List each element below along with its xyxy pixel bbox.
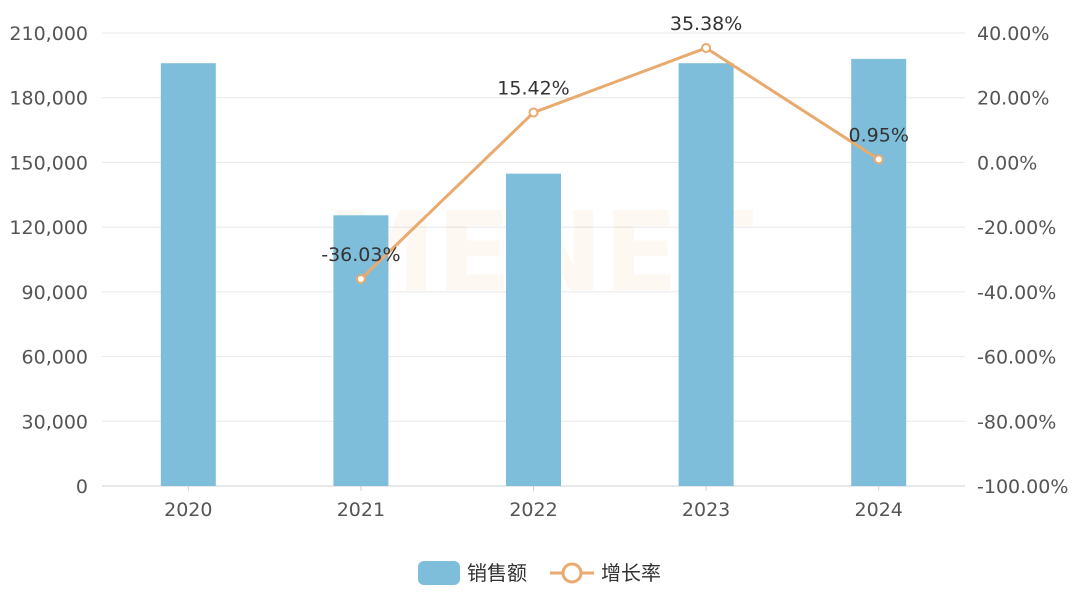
right-axis: -100.00% -80.00% -60.00% -40.00% -20.00% 0.00… — [977, 23, 1068, 498]
y-right-tick-label: 20.00% — [977, 88, 1049, 110]
y-left-tick-label: 120,000 — [9, 217, 88, 239]
y-left-tick-label: 150,000 — [9, 152, 88, 174]
x-axis: 2020 2021 2022 2023 2024 — [164, 486, 903, 521]
y-right-tick-label: 40.00% — [977, 23, 1049, 45]
data-label: 15.42% — [497, 78, 569, 100]
legend-bar-swatch — [418, 561, 460, 585]
y-right-tick-label: 0.00% — [977, 152, 1037, 174]
legend: 销售额 增长率 — [418, 561, 661, 585]
x-tick-label: 2021 — [337, 499, 385, 521]
bar — [506, 173, 561, 486]
y-right-tick-label: -100.00% — [977, 476, 1068, 498]
line-point — [355, 274, 366, 285]
line-point — [701, 42, 712, 53]
data-labels: -36.03% 15.42% 35.38% 0.95% — [321, 13, 909, 266]
line-point — [873, 154, 884, 165]
legend-label-sales: 销售额 — [467, 561, 527, 585]
x-tick-label: 2020 — [164, 499, 212, 521]
legend-label-growth: 增长率 — [601, 561, 661, 585]
y-left-tick-label: 60,000 — [22, 347, 88, 369]
y-left-tick-label: 210,000 — [9, 23, 88, 45]
y-right-tick-label: -60.00% — [977, 347, 1056, 369]
line-series — [355, 42, 884, 285]
y-left-tick-label: 90,000 — [22, 282, 88, 304]
y-left-tick-label: 180,000 — [9, 88, 88, 110]
bar — [160, 63, 216, 486]
legend-circle-marker — [561, 562, 583, 584]
x-tick-label: 2024 — [855, 499, 903, 521]
data-label: -36.03% — [321, 244, 400, 266]
x-tick-label: 2022 — [509, 499, 557, 521]
bar — [851, 58, 907, 487]
left-axis: 0 30,000 60,000 90,000 120,000 150,000 180,000… — [9, 23, 88, 498]
bar — [678, 63, 734, 486]
legend-item-sales[interactable]: 销售额 — [418, 561, 527, 585]
line-point — [528, 107, 539, 118]
y-left-tick-label: 30,000 — [22, 411, 88, 433]
growth-line — [359, 46, 880, 281]
y-left-tick-label: 0 — [76, 476, 88, 498]
y-right-tick-label: -40.00% — [977, 282, 1056, 304]
x-tick-label: 2023 — [682, 499, 730, 521]
y-right-tick-label: -20.00% — [977, 217, 1056, 239]
y-right-tick-label: -80.00% — [977, 411, 1056, 433]
legend-item-growth[interactable]: 增长率 — [550, 561, 661, 585]
data-label: 0.95% — [849, 124, 909, 146]
data-label: 35.38% — [670, 13, 742, 35]
bar-series — [160, 58, 907, 487]
